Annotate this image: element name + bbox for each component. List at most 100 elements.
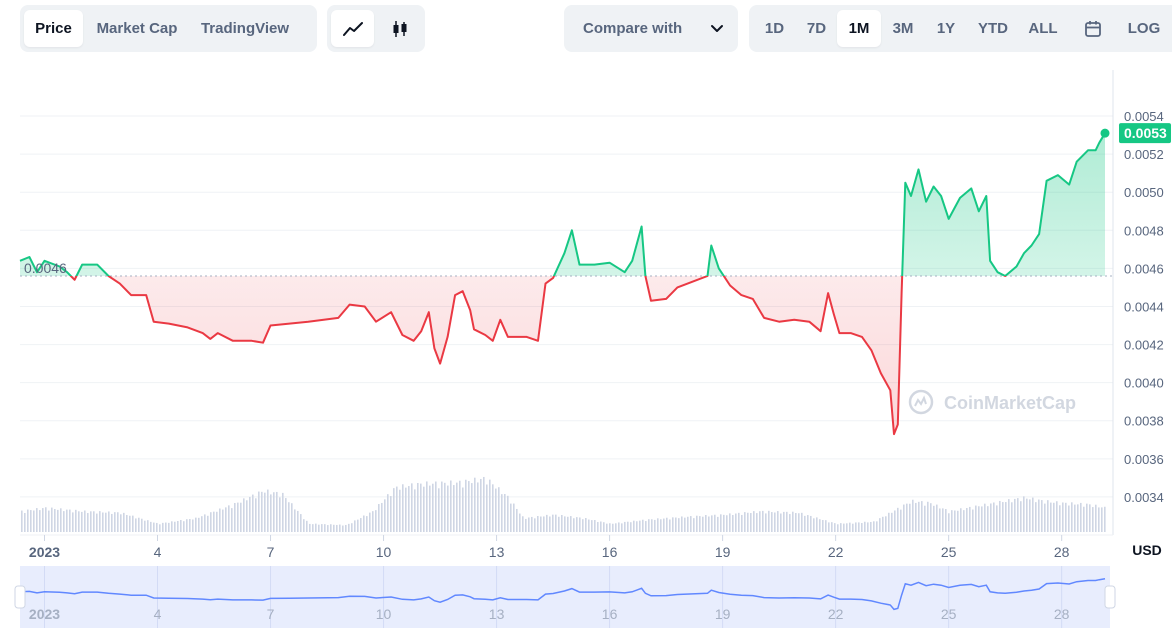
navigator-tick-label: 10: [376, 606, 392, 622]
volume-bar: [165, 522, 167, 532]
volume-bar: [882, 516, 884, 532]
tab-market-cap[interactable]: Market Cap: [96, 20, 178, 37]
navigator-handle-left[interactable]: [14, 585, 26, 609]
volume-bar: [282, 492, 284, 532]
volume-bar: [321, 524, 323, 532]
range-7d[interactable]: 7D: [806, 20, 827, 37]
x-tick-label: 13: [489, 544, 505, 560]
volume-bar: [762, 510, 764, 532]
volume-bar: [204, 514, 206, 532]
volume-bar: [681, 516, 683, 532]
volume-bar: [132, 515, 134, 532]
y-tick-label: 0.0038: [1124, 414, 1164, 429]
volume-bar: [591, 520, 593, 532]
tab-price[interactable]: Price: [24, 10, 83, 47]
volume-bar: [915, 502, 917, 532]
volume-bar: [1089, 504, 1091, 532]
log-scale-toggle[interactable]: LOG: [1127, 20, 1161, 37]
candlestick-button[interactable]: [378, 10, 421, 47]
volume-bar: [639, 520, 641, 532]
volume-bar: [363, 515, 365, 532]
volume-bar: [930, 503, 932, 532]
volume-bar: [924, 505, 926, 532]
volume-bar: [942, 508, 944, 532]
range-1m[interactable]: 1M: [837, 10, 881, 47]
volume-bar: [327, 525, 329, 532]
volume-bar: [732, 515, 734, 532]
volume-bar: [717, 516, 719, 532]
volume-bar: [264, 492, 266, 532]
volume-bar: [618, 522, 620, 532]
volume-bar: [723, 514, 725, 532]
current-price-label: 0.0053: [1124, 125, 1167, 141]
volume-bar: [489, 479, 491, 532]
volume-bar: [675, 517, 677, 532]
compare-dropdown[interactable]: Compare with: [564, 5, 738, 52]
range-ytd[interactable]: YTD: [978, 20, 1008, 37]
volume-bar: [312, 524, 314, 532]
volume-bar: [495, 488, 497, 532]
y-tick-label: 0.0036: [1124, 452, 1164, 467]
range-1y[interactable]: 1Y: [936, 20, 956, 37]
navigator-tick-label: 4: [154, 606, 162, 622]
volume-bar: [417, 482, 419, 532]
volume-bar: [777, 511, 779, 532]
y-tick-label: 0.0044: [1124, 299, 1164, 314]
tab-tradingview[interactable]: TradingView: [200, 20, 290, 37]
volume-bar: [297, 510, 299, 532]
volume-bar: [291, 503, 293, 532]
price-line-down: [69, 276, 1007, 436]
volume-bar: [744, 512, 746, 532]
volume-bar: [822, 520, 824, 532]
volume-bar: [702, 516, 704, 532]
volume-bar: [117, 512, 119, 532]
volume-bar: [333, 524, 335, 532]
volume-bar: [351, 523, 353, 532]
volume-bar: [570, 516, 572, 532]
volume-bar: [807, 515, 809, 532]
volume-bar: [237, 502, 239, 532]
volume-bar: [987, 506, 989, 532]
volume-bar: [1050, 502, 1052, 532]
volume-bar: [384, 499, 386, 532]
volume-bar: [1053, 502, 1055, 532]
volume-bar: [900, 509, 902, 532]
volume-bar: [525, 518, 527, 532]
navigator-tick-label: 28: [1054, 606, 1070, 622]
volume-bar: [1074, 504, 1076, 532]
volume-bar: [816, 517, 818, 532]
volume-bar: [48, 510, 50, 532]
volume-bar: [1098, 507, 1100, 532]
volume-bar: [195, 517, 197, 532]
line-chart-button[interactable]: [331, 10, 374, 47]
volume-bar: [513, 503, 515, 532]
volume-bar: [198, 517, 200, 532]
volume-bar: [354, 520, 356, 532]
x-tick-label: 25: [941, 544, 957, 560]
navigator-handle-right[interactable]: [1104, 585, 1116, 609]
volume-bar: [144, 520, 146, 532]
volume-bar: [177, 521, 179, 532]
navigator-handle-left-grip[interactable]: [14, 585, 26, 609]
x-tick-label: 28: [1054, 544, 1070, 560]
navigator-labels: 2023 4 7 10 13 16 19 22 25 28: [29, 606, 1070, 622]
range-1d[interactable]: 1D: [764, 20, 785, 37]
range-selector-group: 1D 7D 1M 3M 1Y YTD ALL LOG: [749, 5, 1172, 52]
volume-bar: [393, 488, 395, 532]
volume-bar: [255, 498, 257, 532]
volume-bar: [24, 513, 26, 532]
volume-bar: [477, 482, 479, 532]
volume-bar: [324, 524, 326, 532]
volume-bar: [54, 509, 56, 532]
range-all[interactable]: ALL: [1028, 20, 1058, 37]
volume-bar: [216, 511, 218, 532]
volume-bar: [483, 476, 485, 532]
range-3m[interactable]: 3M: [892, 20, 914, 37]
volume-bar: [672, 517, 674, 532]
volume-bar: [738, 512, 740, 532]
volume-bar: [636, 521, 638, 532]
calendar-button[interactable]: [1067, 10, 1119, 47]
volume-bar: [564, 516, 566, 532]
navigator-handle-right-grip[interactable]: [1104, 585, 1116, 609]
volume-bar: [516, 508, 518, 532]
